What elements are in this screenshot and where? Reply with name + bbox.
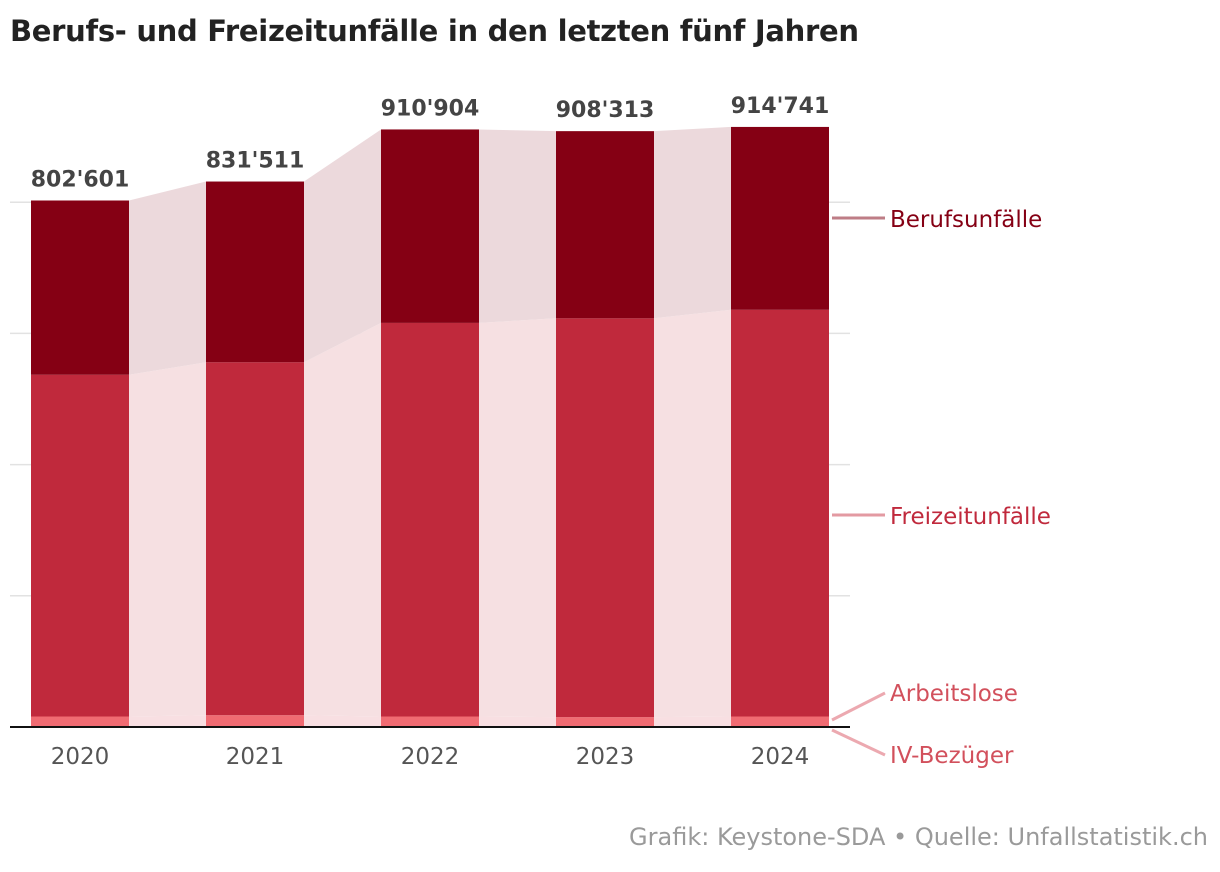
x-tick-2020: 2020	[51, 744, 110, 770]
band-arbeitslose	[129, 715, 206, 727]
bar-beruf-2024	[731, 126, 829, 310]
x-axis-ticks: 2020 2021 2022 2023 2024	[51, 744, 810, 770]
total-label-2024: 914'741	[731, 94, 830, 119]
band-freizeit	[479, 318, 556, 718]
bars	[31, 126, 829, 727]
x-tick-2023: 2023	[576, 744, 635, 770]
legend: Berufsunfälle Freizeitunfälle Arbeitslose I…	[831, 207, 1051, 769]
bar-freizeit-2020	[31, 374, 129, 717]
band-freizeit	[654, 309, 731, 718]
x-tick-2021: 2021	[226, 744, 285, 770]
band-arbeitslose	[304, 715, 381, 727]
band-freizeit	[304, 322, 381, 717]
legend-label-berufsunfaelle: Berufsunfälle	[890, 207, 1042, 233]
band-beruf	[479, 129, 556, 323]
band-beruf	[304, 129, 381, 363]
total-label-2023: 908'313	[556, 98, 655, 123]
connector-bands	[129, 126, 731, 727]
bar-arbeitslose-2024	[731, 716, 829, 727]
x-tick-2022: 2022	[401, 744, 460, 770]
source-credit: Grafik: Keystone-SDA • Quelle: Unfallsta…	[629, 823, 1208, 851]
bar-arbeitslose-2022	[381, 716, 479, 727]
bar-freizeit-2022	[381, 322, 479, 717]
band-beruf	[654, 126, 731, 319]
bar-beruf-2021	[206, 181, 304, 363]
bar-freizeit-2021	[206, 362, 304, 716]
legend-label-arbeitslose: Arbeitslose	[890, 681, 1018, 707]
legend-line-arbeitslose	[831, 691, 886, 722]
bar-arbeitslose-2020	[31, 716, 129, 727]
total-labels: 802'601 831'511 910'904 908'313 914'741	[31, 94, 830, 193]
band-beruf	[129, 181, 206, 375]
x-tick-2024: 2024	[751, 744, 810, 770]
legend-label-freizeitunfaelle: Freizeitunfälle	[890, 504, 1051, 530]
legend-label-iv-bezueger: IV-Bezüger	[890, 743, 1014, 769]
band-arbeitslose	[479, 716, 556, 727]
bar-arbeitslose-2023	[556, 717, 654, 727]
bar-beruf-2022	[381, 129, 479, 323]
bar-freizeit-2023	[556, 318, 654, 718]
bar-arbeitslose-2021	[206, 715, 304, 727]
bar-freizeit-2024	[731, 309, 829, 717]
bar-beruf-2020	[31, 200, 129, 375]
total-label-2021: 831'511	[206, 149, 305, 174]
total-label-2020: 802'601	[31, 167, 130, 192]
chart-title: Berufs- und Freizeitunfälle in den letzt…	[10, 14, 859, 48]
bar-beruf-2023	[556, 131, 654, 319]
band-arbeitslose	[654, 716, 731, 727]
total-label-2022: 910'904	[381, 96, 480, 121]
band-freizeit	[129, 362, 206, 717]
legend-line-iv	[831, 728, 886, 757]
